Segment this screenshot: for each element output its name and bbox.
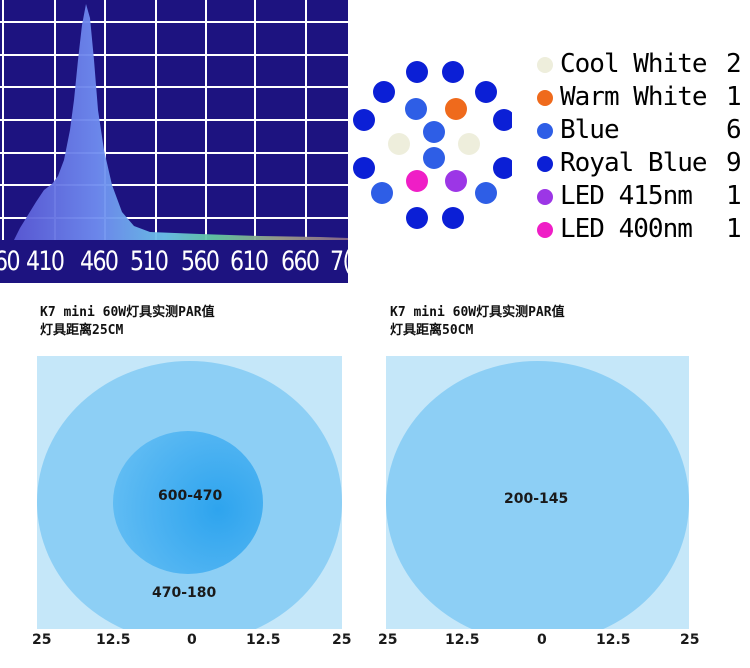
legend-count: 6	[726, 115, 742, 145]
led-layout-svg	[353, 61, 515, 229]
warm-white-dot-icon	[537, 90, 553, 106]
spectrum-plot	[0, 0, 348, 243]
led-blue-icon	[371, 182, 393, 204]
tick-label: 410	[26, 246, 65, 277]
led-layout-diagram	[352, 50, 515, 240]
legend-count: 1	[726, 214, 742, 244]
led-legend: Cool White 2 Warm White 1 Blue 6 Royal B…	[536, 48, 750, 246]
axis-label: 25	[378, 632, 398, 648]
par-outer-value: 470-180	[152, 585, 217, 601]
legend-item-royal-blue: Royal Blue 9	[536, 147, 750, 180]
royal-blue-dot-icon	[537, 156, 553, 172]
tick-label: 7(	[330, 246, 351, 277]
legend-label: Blue	[560, 115, 620, 145]
par-outer-zone	[386, 361, 689, 629]
blue-dot-icon	[537, 123, 553, 139]
par-inner-zone	[113, 431, 263, 574]
par-inner-value: 600-470	[158, 488, 223, 504]
axis-label: 12.5	[596, 632, 631, 648]
led-blue-icon	[423, 121, 445, 143]
par-panel-2-subtitle: 灯具距离50CM	[390, 323, 474, 338]
par-panel-2-title: K7 mini 60W灯具实测PAR值	[390, 305, 565, 320]
spectrum-tick-labels: 60 410 460 510 560 610 660 7(	[0, 240, 351, 283]
tick-label: 510	[130, 246, 169, 277]
led-blue-icon	[475, 182, 497, 204]
led-royal-blue-icon	[442, 61, 464, 83]
legend-label: Royal Blue	[560, 148, 708, 178]
tick-label: 610	[230, 246, 269, 277]
axis-label: 12.5	[96, 632, 131, 648]
legend-item-led-415: LED 415nm 1	[536, 180, 750, 213]
led-cool-white-icon	[458, 133, 480, 155]
led-blue-icon	[423, 147, 445, 169]
led-royal-blue-icon	[406, 207, 428, 229]
axis-label: 25	[332, 632, 352, 648]
legend-item-cool-white: Cool White 2	[536, 48, 750, 81]
led-led-400-icon	[406, 170, 428, 192]
axis-label: 25	[32, 632, 52, 648]
legend-count: 9	[726, 148, 742, 178]
led-royal-blue-icon	[353, 109, 375, 131]
tick-label: 60	[0, 246, 21, 277]
par-map-25cm: 600-470 470-180	[37, 356, 342, 629]
led-royal-blue-icon	[493, 109, 515, 131]
legend-item-blue: Blue 6	[536, 114, 750, 147]
axis-label: 0	[187, 632, 197, 648]
legend-count: 1	[726, 181, 742, 211]
led-royal-blue-icon	[493, 157, 515, 179]
legend-label: LED 400nm	[560, 214, 693, 244]
tick-label: 460	[80, 246, 119, 277]
legend-item-led-400: LED 400nm 1	[536, 213, 750, 246]
axis-label: 12.5	[445, 632, 480, 648]
axis-label: 25	[680, 632, 700, 648]
led-warm-white-icon	[445, 98, 467, 120]
tick-label: 660	[281, 246, 320, 277]
legend-item-warm-white: Warm White 1	[536, 81, 750, 114]
legend-label: Warm White	[560, 82, 708, 112]
cool-white-dot-icon	[537, 57, 553, 73]
legend-label: LED 415nm	[560, 181, 693, 211]
led-royal-blue-icon	[406, 61, 428, 83]
led-royal-blue-icon	[353, 157, 375, 179]
led-blue-icon	[405, 98, 427, 120]
par-panel-1-subtitle: 灯具距离25CM	[40, 323, 124, 338]
spectrum-chart	[0, 0, 348, 283]
par-panel-1-title: K7 mini 60W灯具实测PAR值	[40, 305, 215, 320]
par-map-50cm: 200-145	[386, 356, 689, 629]
axis-label: 12.5	[246, 632, 281, 648]
legend-count: 2	[726, 49, 742, 79]
led-led-415-icon	[445, 170, 467, 192]
tick-label: 560	[181, 246, 220, 277]
par-inner-value: 200-145	[504, 491, 569, 507]
violet-dot-icon	[537, 189, 553, 205]
legend-label: Cool White	[560, 49, 708, 79]
axis-label: 0	[537, 632, 547, 648]
led-cool-white-icon	[388, 133, 410, 155]
magenta-dot-icon	[537, 222, 553, 238]
spectrum-curve	[14, 4, 348, 243]
led-royal-blue-icon	[475, 81, 497, 103]
legend-count: 1	[726, 82, 742, 112]
led-royal-blue-icon	[442, 207, 464, 229]
led-royal-blue-icon	[373, 81, 395, 103]
